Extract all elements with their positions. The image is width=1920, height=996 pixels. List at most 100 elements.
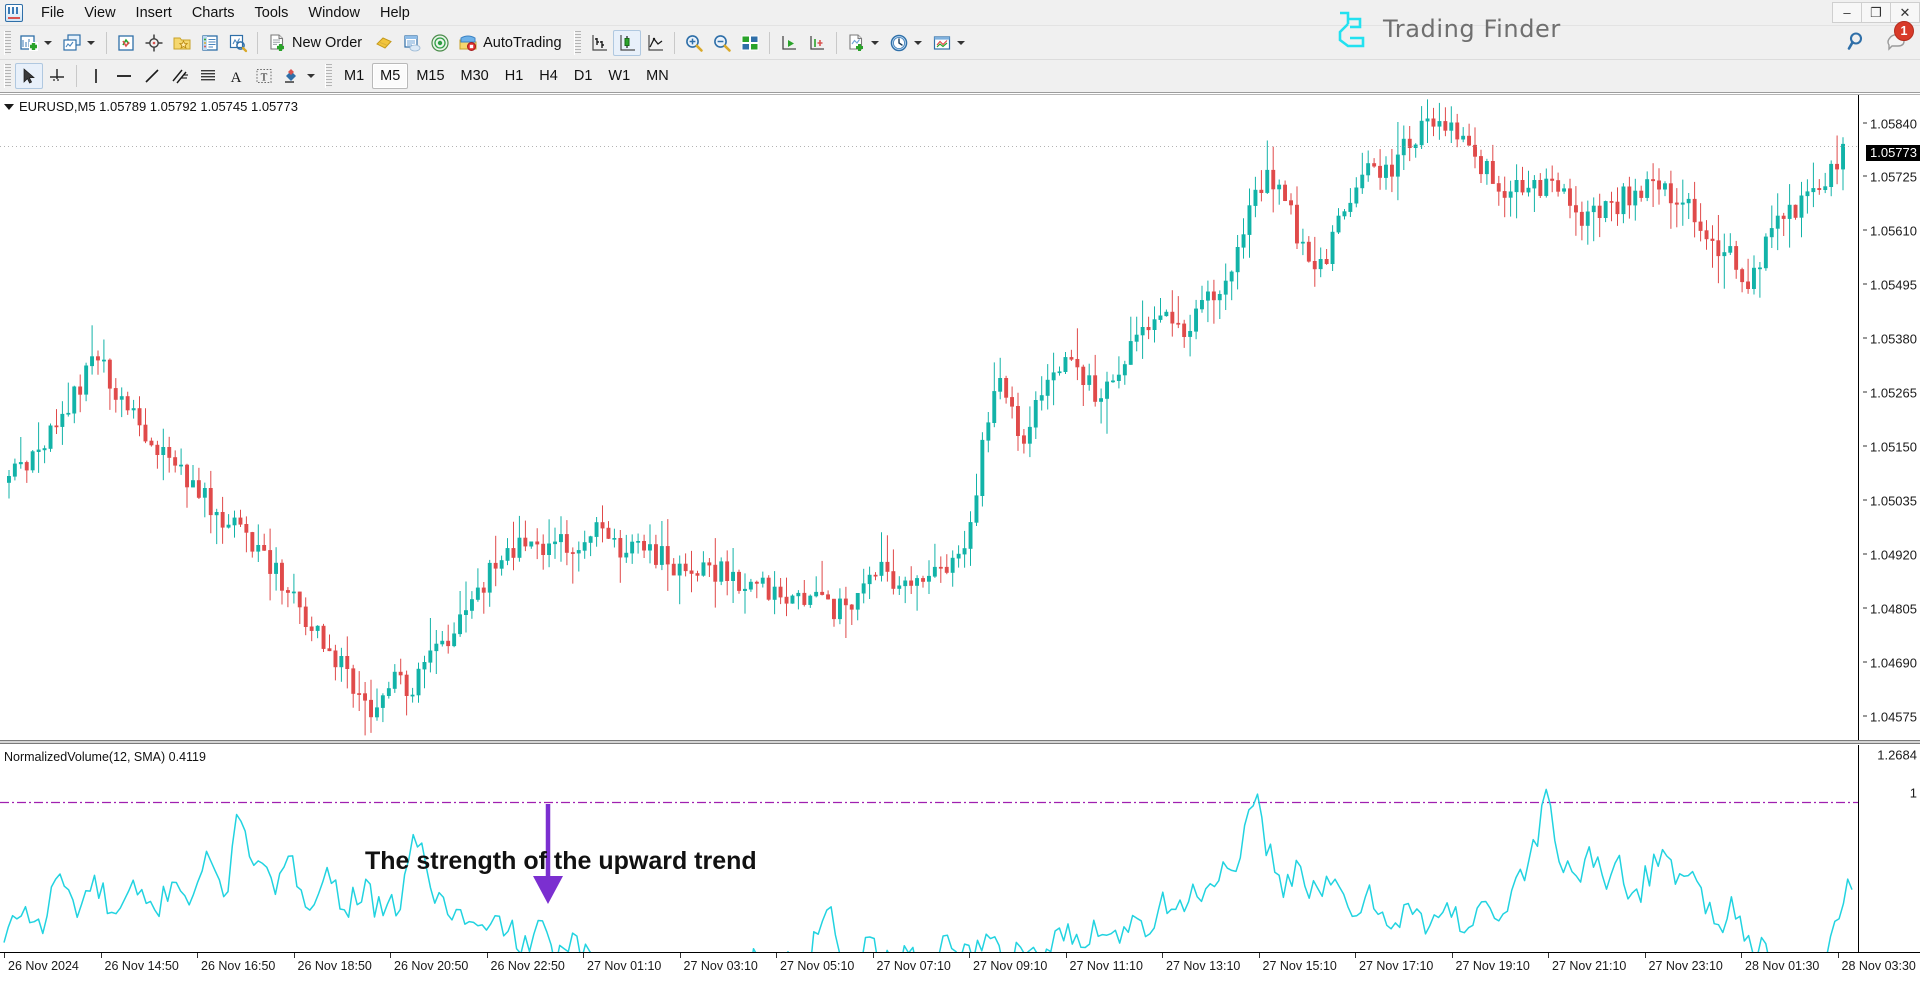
time-gridmark (1548, 953, 1549, 958)
label-tool-button[interactable]: T (250, 63, 278, 89)
toolbar-grip[interactable] (4, 64, 11, 88)
chevron-down-icon[interactable] (913, 40, 922, 45)
autotrading-button[interactable]: AutoTrading (454, 30, 569, 56)
chevron-down-icon[interactable] (44, 40, 52, 45)
time-gridmark (1355, 953, 1356, 958)
minimize-button[interactable]: – (1832, 2, 1862, 23)
time-tick: 27 Nov 05:10 (780, 959, 855, 973)
cursor-tool-button[interactable] (15, 63, 43, 89)
menu-item-window[interactable]: Window (308, 4, 360, 21)
trendline-icon (142, 66, 162, 86)
chevron-down-icon[interactable] (4, 103, 14, 110)
tile-windows-button[interactable] (736, 30, 764, 56)
templates-button[interactable] (928, 30, 971, 56)
metaeditor-button[interactable] (398, 30, 426, 56)
navigator-button[interactable] (140, 30, 168, 56)
notification-icon[interactable]: 1 (1884, 21, 1914, 54)
horizontal-line-icon (114, 66, 134, 86)
time-tick: 27 Nov 15:10 (1262, 959, 1337, 973)
horizontal-line-tool-button[interactable] (110, 63, 138, 89)
equidistant-channel-tool-button[interactable] (166, 63, 194, 89)
timeframe-h4[interactable]: H4 (539, 68, 558, 84)
menu-item-file[interactable]: File (41, 4, 65, 21)
timeframe-mn[interactable]: MN (646, 68, 669, 84)
new-order-button[interactable]: New Order (263, 30, 370, 56)
menu-item-insert[interactable]: Insert (135, 4, 172, 21)
strategy-tester-button[interactable] (224, 30, 252, 56)
chart-shift-button[interactable] (803, 30, 831, 56)
chevron-down-icon[interactable] (870, 40, 879, 45)
indicators-button[interactable] (842, 30, 885, 56)
time-gridmark (100, 953, 102, 958)
price-tick: 1.04920 (1863, 549, 1917, 562)
price-scale[interactable]: 1.05840 1.05773 1.05725 1.05610 1.05495 … (1858, 95, 1920, 740)
favorites-button[interactable] (168, 30, 196, 56)
price-tick: 1.05840 (1863, 118, 1917, 131)
time-gridmark (293, 953, 295, 958)
timeframe-h1[interactable]: H1 (504, 68, 524, 84)
shapes-tool-button[interactable] (278, 63, 321, 89)
metaeditor-icon (402, 33, 422, 53)
timeframe-d1[interactable]: D1 (573, 68, 593, 84)
menu-item-view[interactable]: View (84, 4, 116, 21)
time-tick: 28 Nov 01:30 (1745, 959, 1820, 973)
time-tick: 27 Nov 17:10 (1359, 959, 1434, 973)
signals-button[interactable] (426, 30, 454, 56)
close-button[interactable]: ✕ (1890, 2, 1920, 23)
periods-button[interactable] (885, 30, 928, 56)
trendline-tool-button[interactable] (138, 63, 166, 89)
timeframe-m30[interactable]: M30 (460, 68, 489, 84)
line-chart-icon (645, 33, 665, 53)
time-gridmark (1741, 953, 1742, 958)
templates-icon (932, 33, 952, 53)
chart-shift-icon (807, 33, 827, 53)
chevron-down-icon[interactable] (87, 40, 95, 45)
price-candlestick-plot (0, 99, 1858, 736)
toolbar-grip[interactable] (573, 30, 581, 55)
vertical-line-tool-button[interactable] (82, 63, 110, 89)
profiles-button[interactable] (58, 30, 101, 56)
strategy-tester-icon (228, 33, 248, 53)
toolbar-grip[interactable] (325, 64, 332, 88)
fibonacci-tool-button[interactable] (194, 63, 222, 89)
autotrading-icon (458, 33, 478, 53)
time-tick: 27 Nov 09:10 (973, 959, 1048, 973)
time-gridmark (197, 953, 198, 958)
mql5-icon (374, 33, 394, 53)
chart-area[interactable]: EURUSD,M5 1.05789 1.05792 1.05745 1.0577… (0, 94, 1920, 996)
auto-scroll-button[interactable] (775, 30, 803, 56)
menu-item-help[interactable]: Help (379, 4, 410, 21)
market-watch-button[interactable] (112, 30, 140, 56)
notification-badge: 1 (1894, 21, 1914, 41)
terminal-button[interactable] (196, 30, 224, 56)
menu-item-tools[interactable]: Tools (254, 4, 289, 21)
candlestick-chart-button[interactable] (612, 29, 641, 56)
zoom-out-button[interactable] (708, 30, 736, 56)
toolbar-grip[interactable] (4, 30, 11, 55)
new-chart-button[interactable] (15, 30, 58, 56)
time-gridmark (1065, 953, 1067, 958)
brand-logo: Trading Finder (1336, 8, 1561, 50)
line-chart-button[interactable] (641, 30, 669, 56)
chevron-down-icon[interactable] (956, 40, 965, 45)
timeframe-m1[interactable]: M1 (344, 68, 365, 84)
mql5-community-button[interactable] (370, 30, 398, 56)
search-icon[interactable] (1846, 29, 1870, 53)
timeframe-m15[interactable]: M15 (416, 68, 445, 84)
menu-item-charts[interactable]: Charts (191, 4, 235, 21)
bar-chart-button[interactable] (585, 30, 613, 56)
favorites-icon (172, 33, 192, 53)
app-logo-icon (5, 3, 23, 22)
svg-text:T: T (261, 72, 268, 84)
restore-button[interactable]: ❐ (1861, 2, 1891, 23)
text-tool-button[interactable]: A (222, 63, 250, 89)
toolbar-separator (835, 31, 837, 54)
time-gridmark (1162, 953, 1163, 958)
chevron-down-icon[interactable] (307, 74, 315, 78)
time-axis[interactable]: 26 Nov 2024 26 Nov 14:50 26 Nov 16:50 26 No… (0, 952, 1920, 996)
timeframe-w1[interactable]: W1 (608, 68, 631, 84)
pane-divider[interactable] (0, 740, 1920, 744)
crosshair-tool-button[interactable] (43, 63, 71, 89)
timeframe-m5[interactable]: M5 (372, 63, 409, 89)
zoom-in-button[interactable] (680, 30, 708, 56)
